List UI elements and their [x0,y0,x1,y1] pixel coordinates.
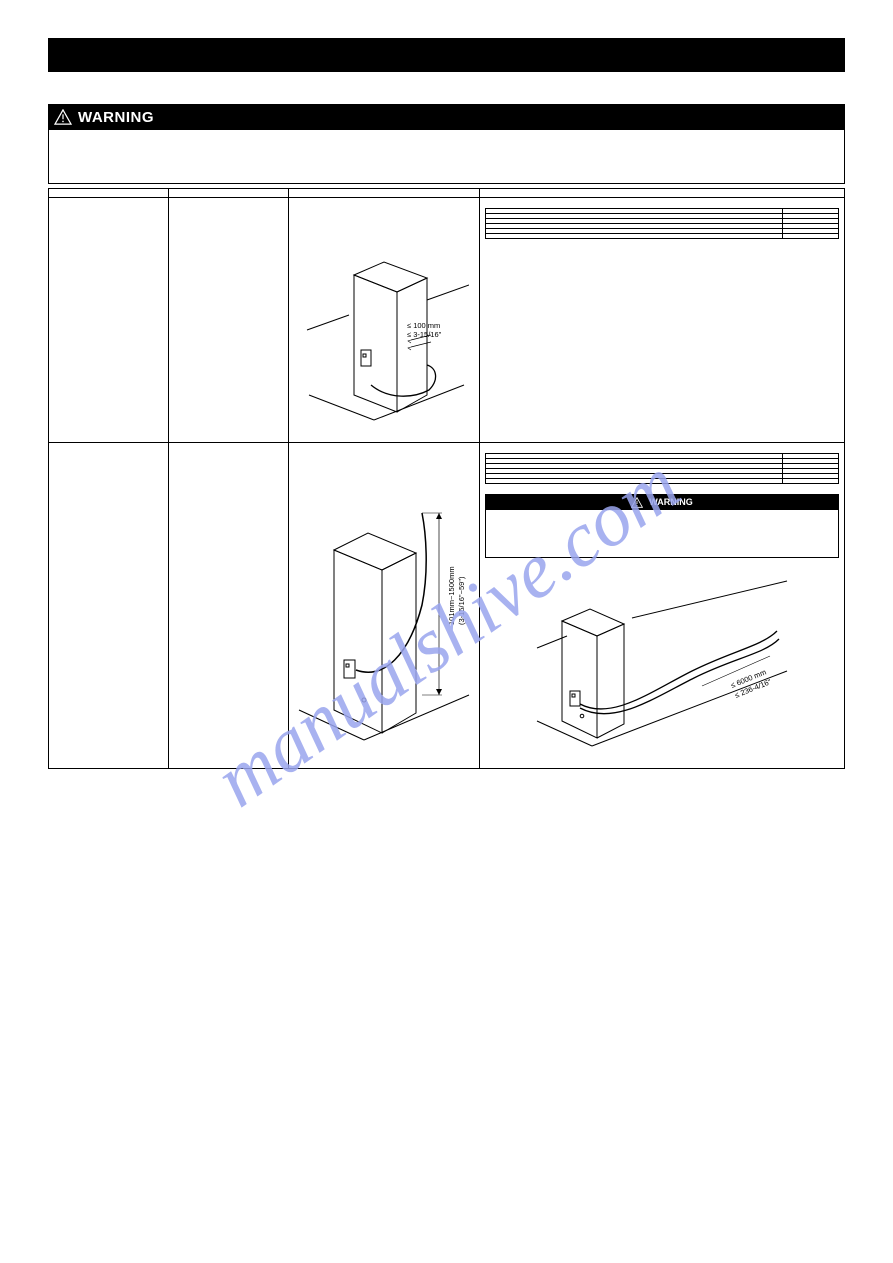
row1-diagram-cell: ≤ 100 mm ≤ 3-15/16" [289,198,480,443]
sub-cell [486,479,783,484]
mini-warning-box [485,510,839,558]
row1-col2 [169,198,289,443]
diagram1-dim-label2: ≤ 3-15/16" [407,330,442,339]
mini-warning-label: WARNING [649,497,693,507]
header-col4 [480,189,845,198]
sub-cell [783,234,839,239]
row1-col1 [49,198,169,443]
row1-sub-table [485,208,839,239]
mini-warning-bar: WARNING [485,494,839,510]
row2-info-cell: WARNING [480,443,845,769]
sub-cell [486,234,783,239]
diagram1-dim-label: ≤ 100 mm [407,321,440,330]
main-table: ≤ 100 mm ≤ 3-15/16" [48,188,845,769]
row2-diagram-cell: 101mm~1500mm (3-15/16"~59") [289,443,480,769]
warning-triangle-icon [54,109,72,125]
header-col3 [289,189,480,198]
diagram2-vlabel2: (3-15/16"~59") [457,576,466,625]
warning-triangle-icon [631,497,643,508]
warning-bar: WARNING [48,104,845,130]
row2-sub-table [485,453,839,484]
warning-body-box [48,130,845,184]
header-col2 [169,189,289,198]
table-row: 101mm~1500mm (3-15/16"~59") [49,443,845,769]
diagram2-vlabel1: 101mm~1500mm [447,566,456,625]
row2-col2 [169,443,289,769]
sub-cell [783,479,839,484]
warning-label: WARNING [78,109,154,126]
page-container: WARNING [0,0,893,799]
table-row: ≤ 100 mm ≤ 3-15/16" [49,198,845,443]
title-bar [48,38,845,72]
row2-col1 [49,443,169,769]
table-header-row [49,189,845,198]
unit-diagram-1: ≤ 100 mm ≤ 3-15/16" [299,220,469,430]
header-col1 [49,189,169,198]
row1-info-cell [480,198,845,443]
unit-diagram-2: 101mm~1500mm (3-15/16"~59") [294,465,474,755]
unit-diagram-3: ≤ 6000 mm ≤ 236-4/16" [532,576,792,756]
